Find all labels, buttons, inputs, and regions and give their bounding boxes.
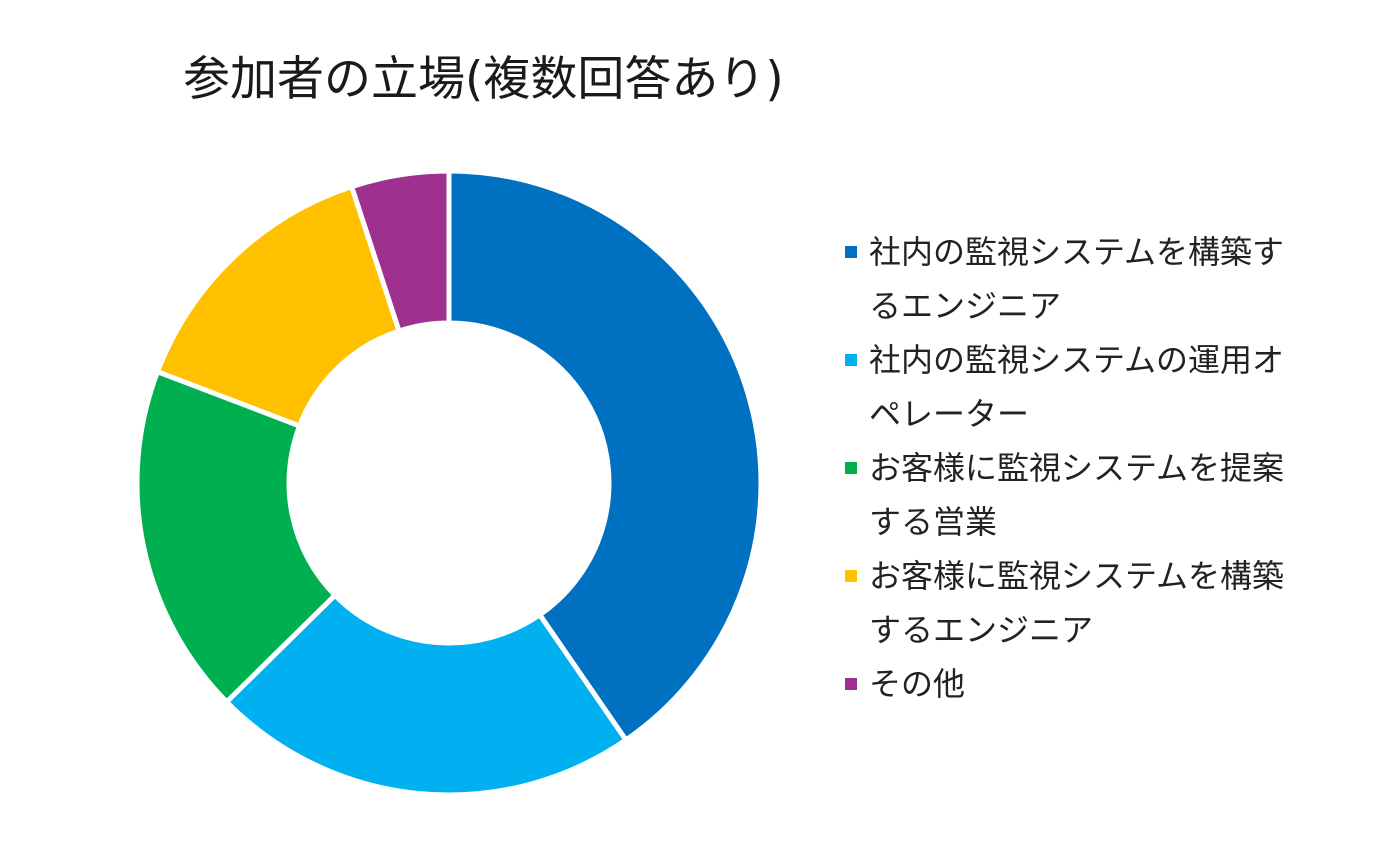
- legend-item-4: お客様に監視システムを構築するエンジニア: [845, 549, 1289, 657]
- legend-label-5: その他: [869, 665, 966, 703]
- legend-label-3: お客様に監視システムを提案する営業: [869, 449, 1285, 541]
- donut-slice-3: [134, 368, 339, 706]
- legend-label-4: お客様に監視システムを構築するエンジニア: [869, 557, 1285, 649]
- legend-item-2: 社内の監視システムの運用オペレーター: [845, 333, 1289, 441]
- donut-slice-2: [223, 591, 630, 798]
- legend-item-5: その他: [845, 657, 1289, 711]
- legend-label-2: 社内の監視システムの運用オペレーター: [869, 341, 1285, 433]
- legend-label-1: 社内の監視システムを構築するエンジニア: [869, 233, 1285, 325]
- legend: 社内の監視システムを構築するエンジニア 社内の監視システムの運用オペレーター お客様…: [845, 225, 1295, 711]
- donut-slice-4: [154, 183, 403, 430]
- legend-swatch-5: [845, 678, 857, 690]
- legend-swatch-4: [845, 570, 857, 582]
- legend-item-1: 社内の監視システムを構築するエンジニア: [845, 225, 1289, 333]
- donut-chart: [134, 168, 764, 798]
- legend-swatch-2: [845, 354, 857, 366]
- legend-swatch-1: [845, 246, 857, 258]
- donut-slice-1: [446, 168, 764, 744]
- legend-swatch-3: [845, 462, 857, 474]
- chart-title: 参加者の立場(複数回答あり): [183, 52, 784, 107]
- donut-slice-5: [348, 168, 452, 335]
- legend-item-3: お客様に監視システムを提案する営業: [845, 441, 1289, 549]
